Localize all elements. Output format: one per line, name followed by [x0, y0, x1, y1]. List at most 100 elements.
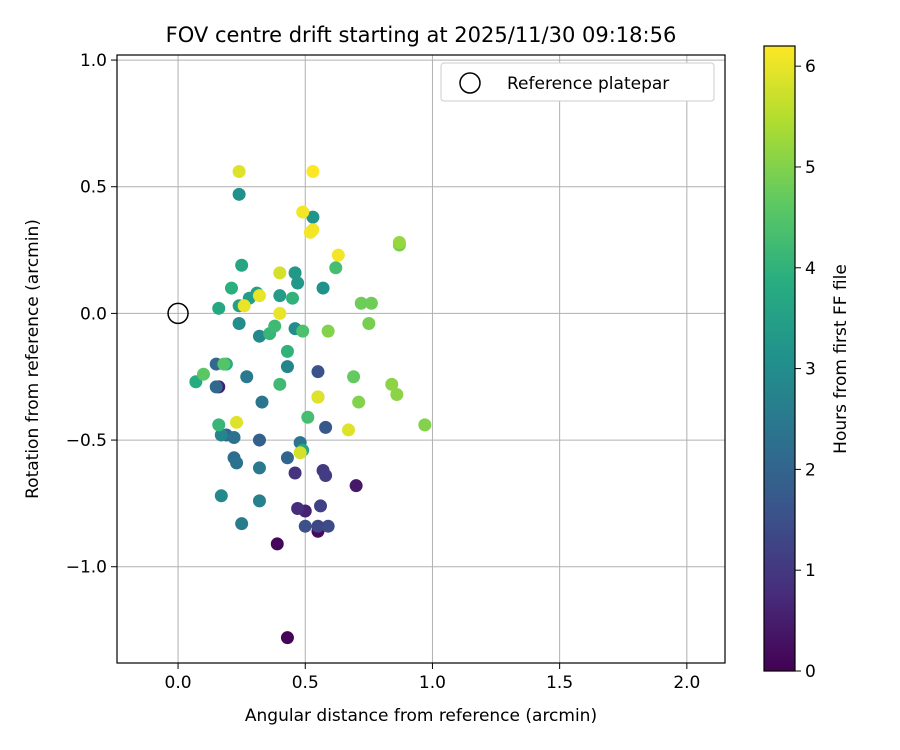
data-point	[319, 420, 333, 434]
data-point	[235, 258, 249, 272]
data-point	[252, 461, 266, 475]
y-axis-label: Rotation from reference (arcmin)	[23, 219, 43, 499]
reference-marker	[167, 302, 189, 325]
data-point	[347, 370, 361, 384]
data-point	[306, 223, 320, 237]
data-point	[288, 466, 302, 480]
data-point	[196, 367, 210, 381]
data-point	[301, 410, 315, 424]
data-point	[385, 377, 399, 391]
data-point	[214, 489, 228, 503]
data-point	[209, 380, 223, 394]
data-point	[252, 329, 266, 343]
y-tick-label: 1.0	[80, 51, 107, 71]
data-point	[311, 365, 325, 379]
data-point	[273, 266, 287, 280]
colorbar-tick-label: 1	[805, 561, 816, 581]
data-point	[291, 501, 305, 515]
data-point	[280, 360, 294, 374]
data-point	[362, 317, 376, 331]
data-point	[331, 248, 345, 262]
data-point	[280, 631, 294, 645]
data-point	[311, 519, 325, 533]
colorbar-tick-label: 6	[805, 57, 816, 77]
data-point	[321, 324, 335, 338]
data-point	[341, 423, 355, 437]
data-point	[390, 387, 404, 401]
data-point	[291, 276, 305, 290]
data-point	[273, 377, 287, 391]
data-point	[214, 428, 228, 442]
data-point	[252, 289, 266, 303]
colorbar-tick-label: 5	[805, 158, 816, 178]
data-point	[240, 370, 254, 384]
data-point	[212, 418, 226, 432]
data-point	[270, 537, 284, 551]
data-point	[237, 299, 251, 313]
data-point	[286, 291, 300, 305]
data-point	[296, 205, 310, 219]
data-point	[306, 165, 320, 179]
x-axis-label: Angular distance from reference (arcmin)	[245, 706, 597, 726]
data-point	[235, 517, 249, 531]
legend-entry-reference: Reference platepar	[507, 74, 669, 94]
data-point	[252, 494, 266, 508]
axis-ticks: 0.0 0.5 1.0 1.5 2.0 −1.0 −0.5 0.0 0.5 1.0	[66, 51, 701, 693]
x-tick-label: 0.5	[292, 673, 319, 693]
colorbar: 0 1 2 3 4 5 6 Hours from first FF file	[763, 45, 851, 682]
data-point	[273, 289, 287, 303]
colorbar-tick-label: 0	[805, 662, 816, 682]
data-point	[232, 317, 246, 331]
data-point	[217, 357, 231, 371]
legend-marker-reference	[459, 72, 481, 94]
data-point	[280, 344, 294, 358]
colorbar-label: Hours from first FF file	[831, 264, 851, 454]
data-point	[296, 324, 310, 338]
x-tick-label: 0.0	[165, 673, 192, 693]
data-point	[392, 235, 406, 249]
data-point	[293, 446, 307, 460]
data-point	[364, 296, 378, 310]
data-point	[321, 519, 335, 533]
data-point	[232, 165, 246, 179]
data-point	[232, 187, 246, 201]
legend: Reference platepar	[440, 62, 715, 102]
data-point	[288, 266, 302, 280]
data-point	[306, 210, 320, 224]
y-tick-label: −1.0	[66, 558, 107, 578]
data-point	[273, 306, 287, 320]
data-point	[252, 433, 266, 447]
colorbar-gradient	[763, 45, 796, 672]
legend-box	[440, 62, 715, 102]
chart-title: FOV centre drift starting at 2025/11/30 …	[166, 23, 677, 47]
data-point	[354, 296, 368, 310]
colorbar-tick-label: 3	[805, 360, 816, 380]
data-point	[349, 479, 363, 493]
data-point	[227, 431, 241, 445]
x-tick-label: 1.0	[419, 673, 446, 693]
data-points	[189, 165, 432, 645]
y-tick-label: 0.0	[80, 304, 107, 324]
data-point	[230, 415, 244, 429]
data-point	[298, 519, 312, 533]
y-tick-label: 0.5	[80, 178, 107, 198]
grid	[117, 55, 725, 663]
data-point	[212, 301, 226, 315]
colorbar-tick-label: 4	[805, 259, 816, 279]
data-point	[316, 281, 330, 295]
data-point	[255, 395, 269, 409]
y-tick-label: −0.5	[66, 431, 107, 451]
data-point	[314, 499, 328, 513]
data-point	[329, 261, 343, 275]
data-point	[268, 319, 282, 333]
reference-layer	[167, 302, 189, 325]
data-point	[230, 456, 244, 470]
plot-frame	[116, 54, 726, 664]
colorbar-ticks: 0 1 2 3 4 5 6	[795, 57, 816, 682]
data-point	[352, 395, 366, 409]
x-tick-label: 1.5	[546, 673, 573, 693]
x-tick-label: 2.0	[673, 673, 700, 693]
data-point	[418, 418, 432, 432]
data-point	[319, 469, 333, 483]
